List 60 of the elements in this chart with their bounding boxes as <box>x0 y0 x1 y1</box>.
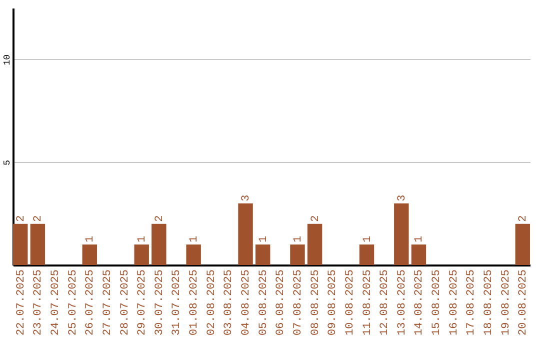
bar <box>290 244 305 265</box>
bar <box>13 224 28 265</box>
data-label: 1 <box>362 235 374 242</box>
x-tick-label: 07.08.2025 <box>292 270 304 336</box>
data-label: 2 <box>518 215 530 222</box>
x-tick-label: 20.08.2025 <box>518 270 530 336</box>
x-tick-label: 14.08.2025 <box>414 270 426 336</box>
x-tick-label: 16.08.2025 <box>448 270 460 336</box>
data-label: 1 <box>188 235 201 242</box>
bar <box>30 224 46 265</box>
x-tick-label: 10.08.2025 <box>344 270 356 336</box>
x-tick-label: 24.07.2025 <box>50 270 62 336</box>
data-label: 1 <box>414 235 426 242</box>
x-tick-label: 02.08.2025 <box>206 270 218 336</box>
x-tick-label: 28.07.2025 <box>119 270 132 336</box>
data-label: 3 <box>396 194 408 202</box>
data-label: 2 <box>154 215 166 222</box>
x-tick-label: 15.08.2025 <box>431 270 444 336</box>
x-tick-label: 01.08.2025 <box>188 270 201 336</box>
bar <box>515 224 530 265</box>
x-tick-label: 27.07.2025 <box>102 270 114 336</box>
x-tick-label: 26.07.2025 <box>84 270 97 336</box>
bar <box>152 224 166 265</box>
x-tick-label: 18.08.2025 <box>483 270 495 336</box>
x-tick-label: 25.07.2025 <box>67 270 80 336</box>
x-tick-label: 05.08.2025 <box>258 270 270 336</box>
bar <box>238 203 253 265</box>
x-tick-label: 04.08.2025 <box>240 270 253 336</box>
bar <box>82 244 97 265</box>
data-label: 2 <box>32 215 45 222</box>
bar <box>411 244 426 265</box>
data-label: 1 <box>258 235 270 242</box>
x-tick-label: 11.08.2025 <box>362 270 374 336</box>
x-tick-label: 29.07.2025 <box>136 270 149 336</box>
y-tick-label: 10 <box>2 54 12 66</box>
y-tick-label: 5 <box>2 160 12 166</box>
bar <box>134 244 149 265</box>
data-label: 1 <box>292 235 304 242</box>
data-label: 2 <box>15 215 28 222</box>
data-label: 1 <box>84 235 97 242</box>
bar <box>255 244 270 265</box>
x-tick-label: 31.07.2025 <box>171 270 184 336</box>
bar <box>307 224 322 265</box>
bar <box>394 203 409 265</box>
x-tick-label: 22.07.2025 <box>15 270 28 336</box>
x-tick-label: 19.08.2025 <box>500 270 512 336</box>
bar <box>359 244 374 265</box>
x-tick-label: 23.07.2025 <box>32 270 45 336</box>
data-label: 1 <box>136 235 149 242</box>
x-tick-label: 13.08.2025 <box>396 270 408 336</box>
data-label: 2 <box>310 215 322 222</box>
bar <box>186 244 201 265</box>
x-tick-label: 09.08.2025 <box>327 270 340 336</box>
x-tick-label: 17.08.2025 <box>466 270 478 336</box>
x-tick-label: 30.07.2025 <box>154 270 166 336</box>
x-tick-label: 06.08.2025 <box>275 270 288 336</box>
data-label: 3 <box>240 194 253 202</box>
x-tick-label: 12.08.2025 <box>379 270 392 336</box>
x-tick-label: 03.08.2025 <box>223 270 236 336</box>
x-tick-label: 08.08.2025 <box>310 270 322 336</box>
